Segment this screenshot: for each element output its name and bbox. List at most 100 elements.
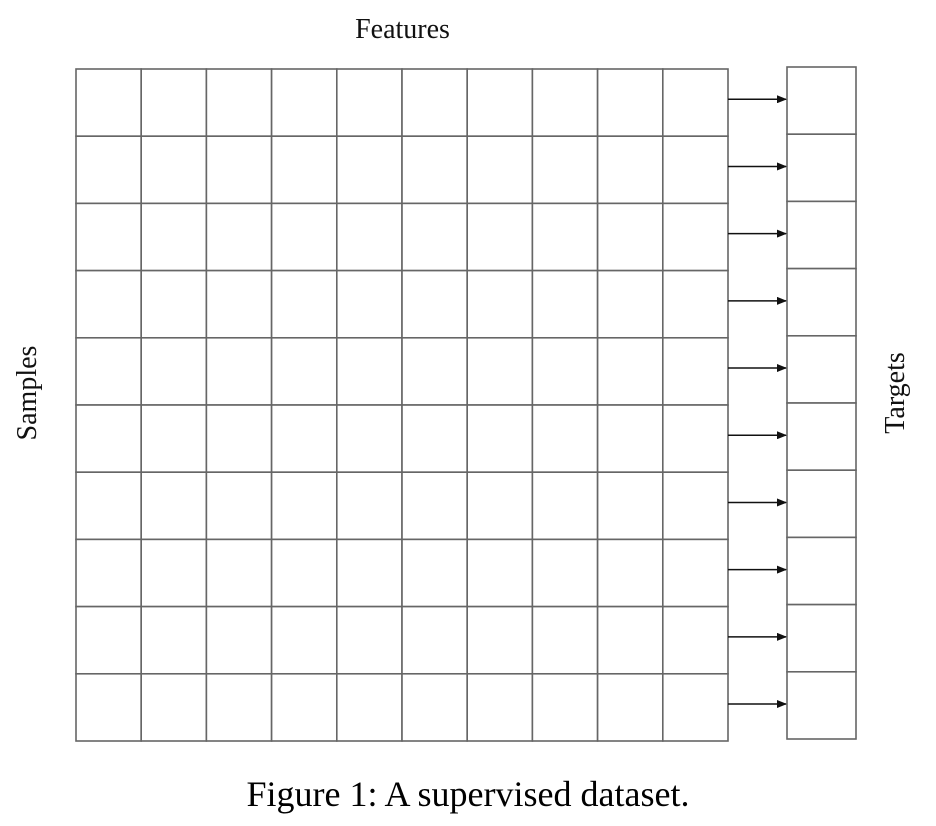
feature-cell (270, 538, 338, 608)
feature-cell (270, 605, 338, 675)
feature-cell (401, 605, 468, 675)
feature-cell (140, 68, 208, 137)
feature-cell (401, 404, 468, 473)
feature-cell (205, 202, 273, 272)
target-cell (786, 66, 857, 135)
feature-cell (661, 336, 729, 406)
feature-cell (140, 538, 208, 608)
feature-cell (205, 336, 273, 406)
feature-cell (401, 68, 468, 137)
feature-cell (661, 202, 729, 272)
target-cell (786, 402, 857, 471)
feature-cell (531, 68, 599, 137)
feature-cell (596, 336, 664, 406)
feature-cell (75, 471, 142, 541)
feature-cell (466, 605, 534, 675)
feature-cell (75, 202, 142, 272)
feature-cell (401, 202, 468, 272)
feature-cell (140, 605, 208, 675)
feature-cell (335, 269, 403, 339)
feature-cell (661, 538, 729, 608)
feature-cell (335, 471, 403, 541)
feature-cell (140, 336, 208, 406)
feature-cell (596, 605, 664, 675)
feature-cell (205, 68, 273, 137)
feature-cell (270, 336, 338, 406)
feature-cell (140, 404, 208, 473)
feature-cell (596, 135, 664, 205)
target-cell (786, 469, 857, 539)
feature-cell (466, 135, 534, 205)
feature-cell (531, 269, 599, 339)
feature-cell (335, 672, 403, 742)
feature-cell (75, 68, 142, 137)
feature-cell (596, 404, 664, 473)
feature-cell (75, 672, 142, 742)
target-cell (786, 133, 857, 203)
feature-cell (335, 202, 403, 272)
feature-cell (75, 269, 142, 339)
feature-cell (75, 135, 142, 205)
feature-cell (531, 471, 599, 541)
target-cell (786, 267, 857, 337)
feature-cell (401, 672, 468, 742)
feature-cell (661, 605, 729, 675)
feature-cell (205, 672, 273, 742)
feature-cell (596, 672, 664, 742)
feature-cell (401, 336, 468, 406)
feature-cell (335, 404, 403, 473)
feature-cell (401, 269, 468, 339)
feature-cell (466, 672, 534, 742)
feature-cell (531, 202, 599, 272)
feature-cell (335, 538, 403, 608)
feature-cell (661, 135, 729, 205)
feature-cell (75, 336, 142, 406)
feature-cell (205, 269, 273, 339)
feature-cell (270, 672, 338, 742)
mapping-arrows (728, 95, 787, 709)
feature-cell (335, 336, 403, 406)
feature-cell (205, 135, 273, 205)
feature-cell (661, 404, 729, 473)
target-cell (786, 603, 857, 673)
feature-cell (661, 672, 729, 742)
feature-cell (466, 471, 534, 541)
target-column (786, 66, 857, 740)
feature-cell (140, 269, 208, 339)
feature-matrix (75, 68, 729, 742)
target-cell (786, 670, 857, 740)
target-cell (786, 536, 857, 606)
feature-cell (531, 538, 599, 608)
feature-cell (466, 404, 534, 473)
feature-cell (466, 202, 534, 272)
feature-cell (75, 404, 142, 473)
feature-cell (270, 404, 338, 473)
feature-cell (596, 471, 664, 541)
feature-cell (466, 538, 534, 608)
feature-cell (596, 68, 664, 137)
target-cell (786, 334, 857, 404)
feature-cell (401, 471, 468, 541)
feature-cell (75, 538, 142, 608)
features-label: Features (355, 14, 450, 45)
feature-cell (466, 336, 534, 406)
feature-cell (596, 202, 664, 272)
feature-cell (205, 404, 273, 473)
feature-cell (270, 68, 338, 137)
feature-cell (466, 269, 534, 339)
feature-cell (205, 538, 273, 608)
feature-cell (140, 135, 208, 205)
feature-cell (205, 471, 273, 541)
feature-cell (140, 202, 208, 272)
feature-cell (335, 605, 403, 675)
feature-cell (661, 471, 729, 541)
feature-cell (335, 135, 403, 205)
feature-cell (596, 538, 664, 608)
feature-cell (401, 538, 468, 608)
feature-cell (531, 605, 599, 675)
feature-cell (466, 68, 534, 137)
feature-cell (531, 135, 599, 205)
feature-cell (531, 404, 599, 473)
